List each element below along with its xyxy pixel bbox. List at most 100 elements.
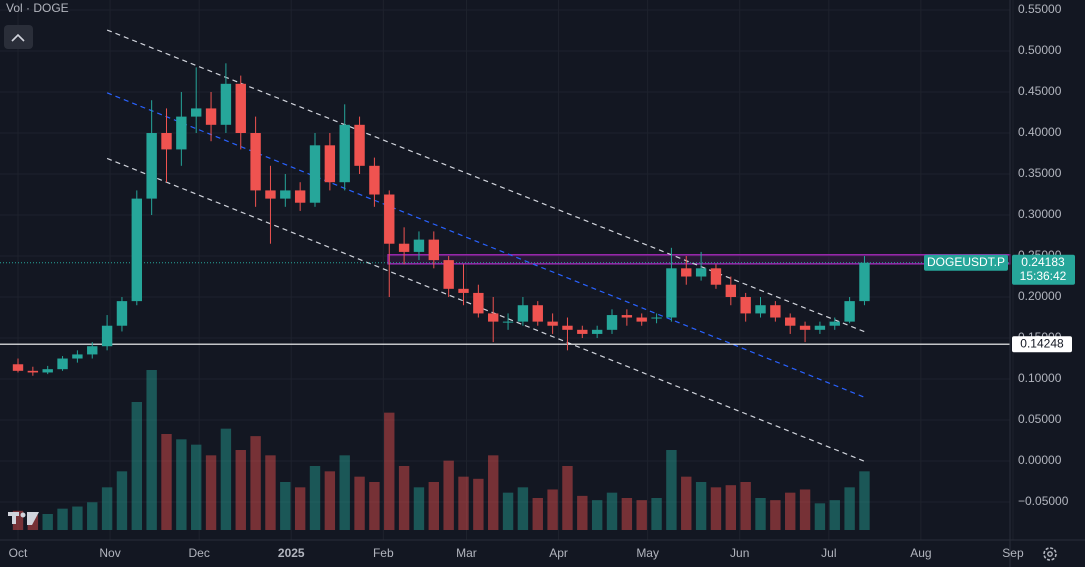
volume-bar	[517, 487, 529, 530]
volume-bar	[42, 514, 53, 530]
volume-bar	[740, 482, 751, 530]
channel-line	[106, 157, 867, 463]
candles	[12, 63, 870, 376]
y-tick-label: 0.50000	[1018, 43, 1062, 57]
y-tick-label: 0.00000	[1018, 453, 1062, 467]
x-tick-label: Jul	[821, 546, 836, 560]
x-tick-label: Jun	[730, 546, 749, 560]
volume-bar	[428, 482, 440, 530]
candle-body	[12, 364, 24, 371]
volume-bar	[161, 434, 172, 530]
volume-bar	[309, 466, 321, 530]
candle-body	[324, 145, 336, 183]
candle-body	[591, 329, 603, 334]
candle-body	[280, 190, 291, 199]
symbol-label-box	[924, 254, 1008, 271]
candle-body	[740, 297, 751, 314]
volume-bar	[398, 466, 410, 530]
candle-body	[220, 83, 232, 125]
volume-bar	[146, 370, 157, 530]
candle-body	[666, 268, 677, 318]
volume-bar	[101, 487, 113, 530]
volume-bar	[799, 489, 811, 530]
candle-body	[205, 108, 217, 125]
volume-bar	[176, 439, 187, 530]
candle-body	[369, 165, 380, 195]
grid	[0, 0, 1014, 540]
x-tick-label: Sep	[1002, 546, 1024, 560]
candle-body	[621, 315, 633, 318]
settings-button[interactable]	[1043, 547, 1057, 561]
x-tick-label: 2025	[278, 546, 305, 560]
x-tick-label: Feb	[373, 546, 394, 560]
candle-body	[72, 354, 83, 359]
candle-body	[57, 358, 68, 370]
volume-bar	[87, 502, 98, 530]
y-tick-label: 0.20000	[1018, 289, 1062, 303]
volume-bar	[116, 471, 128, 530]
x-tick-label: Aug	[910, 546, 931, 560]
x-tick-label: May	[636, 546, 659, 560]
collapse-button[interactable]	[4, 25, 33, 49]
x-tick-label: Nov	[99, 546, 120, 560]
volume-bar	[191, 444, 202, 530]
candle-body	[695, 268, 707, 277]
candle-body	[547, 321, 558, 326]
logo	[8, 512, 39, 525]
candle-body	[413, 239, 425, 252]
x-tick-label: Mar	[456, 546, 477, 560]
candle-body	[710, 268, 722, 285]
candle-body	[42, 369, 53, 373]
price-label-box	[1012, 254, 1075, 285]
candle-body	[458, 288, 469, 293]
candle-body	[636, 317, 647, 322]
volume-bar	[532, 498, 543, 530]
level-label-box	[1012, 336, 1072, 353]
candle-body	[191, 108, 202, 117]
y-tick-label: 0.05000	[1018, 412, 1062, 426]
y-tick-label: 0.55000	[1018, 2, 1062, 16]
countdown-label: 15:36:42	[1020, 269, 1067, 283]
volume-bar	[636, 500, 647, 530]
volume-bar	[413, 487, 425, 530]
volume-bar	[443, 460, 454, 530]
candle-body	[770, 305, 781, 318]
volume-bar	[131, 402, 142, 530]
volume-bar	[369, 482, 380, 530]
candle-body	[755, 305, 766, 314]
candle-body	[235, 83, 246, 134]
candle-body	[398, 243, 410, 252]
x-tick-label: Apr	[549, 546, 568, 560]
candle-body	[829, 321, 840, 326]
volume-bar	[250, 436, 261, 530]
volume-bar	[651, 498, 662, 530]
volume-bar	[294, 487, 306, 530]
candle-body	[161, 133, 172, 150]
x-tick-label: Dec	[189, 546, 210, 560]
candle-body	[131, 198, 142, 302]
volume-bar	[844, 487, 855, 530]
candle-body	[294, 190, 306, 203]
candle-body	[814, 325, 826, 330]
volume-bar	[829, 500, 840, 530]
candle-body	[473, 292, 484, 314]
volume-bar	[205, 455, 217, 530]
candle-body	[651, 317, 662, 319]
candle-body	[562, 325, 573, 330]
candle-body	[785, 317, 796, 326]
candle-body	[443, 260, 454, 289]
volume-bar	[502, 492, 514, 530]
candle-body	[339, 124, 350, 183]
volume-bar	[265, 455, 276, 530]
candle-body	[250, 133, 261, 191]
volume-bar	[384, 412, 395, 530]
volume-bar	[814, 503, 826, 530]
candle-body	[725, 284, 737, 298]
y-tick-label: 0.35000	[1018, 166, 1062, 180]
candle-body	[577, 329, 588, 334]
volume-bar	[220, 428, 232, 530]
channel-line	[106, 29, 867, 333]
